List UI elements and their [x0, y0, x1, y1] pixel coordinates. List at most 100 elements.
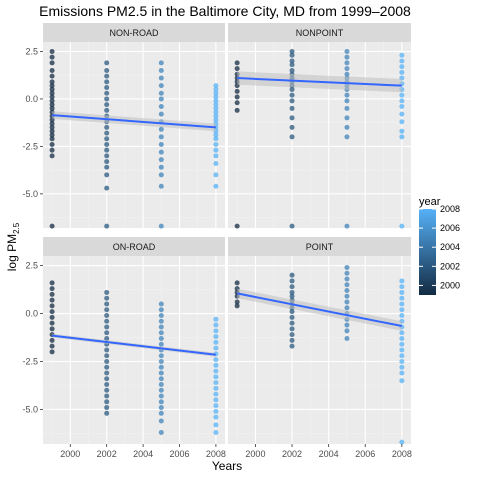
data-point	[213, 397, 219, 403]
data-point	[213, 408, 219, 414]
strip-label-on-road: ON-ROAD	[113, 242, 156, 252]
data-point	[399, 64, 405, 70]
data-point	[399, 69, 405, 75]
data-point	[344, 124, 350, 130]
data-point	[49, 124, 55, 130]
data-point	[104, 387, 110, 393]
data-point	[104, 393, 110, 399]
data-point	[213, 153, 219, 159]
data-point	[104, 124, 110, 130]
data-point	[158, 223, 164, 229]
data-point	[344, 48, 350, 54]
data-point	[158, 324, 164, 330]
data-point	[213, 422, 219, 428]
data-point	[104, 405, 110, 411]
data-point	[158, 183, 164, 189]
data-point	[49, 291, 55, 297]
data-point	[213, 132, 219, 138]
data-point	[49, 286, 55, 292]
data-point	[49, 132, 55, 138]
data-point	[104, 73, 110, 79]
data-point	[49, 94, 55, 100]
data-point	[344, 105, 350, 111]
data-point	[49, 102, 55, 108]
trend-line	[52, 114, 216, 129]
data-point	[158, 405, 164, 411]
data-point	[213, 83, 219, 89]
trend-line	[237, 77, 402, 87]
data-point	[158, 60, 164, 66]
data-point	[104, 370, 110, 376]
data-point	[289, 62, 295, 68]
data-point	[49, 297, 55, 303]
chart-title: Emissions PM2.5 in the Baltimore City, M…	[39, 3, 411, 19]
data-point	[158, 330, 164, 336]
data-point	[104, 353, 110, 359]
data-point	[289, 105, 295, 111]
data-point	[158, 382, 164, 388]
data-point	[158, 341, 164, 347]
data-point	[289, 98, 295, 104]
data-point	[104, 289, 110, 295]
data-point	[104, 107, 110, 113]
data-point	[399, 341, 405, 347]
data-point	[344, 299, 350, 305]
data-point	[104, 301, 110, 307]
strip-nonpoint	[228, 23, 411, 42]
data-point	[104, 185, 110, 191]
data-point	[49, 121, 55, 127]
data-point	[289, 314, 295, 320]
y-tick-label: -2.5	[22, 141, 38, 151]
data-point	[344, 288, 350, 294]
data-point	[213, 322, 219, 328]
data-point	[213, 385, 219, 391]
data-point	[104, 223, 110, 229]
data-point	[49, 320, 55, 326]
data-point	[49, 73, 55, 79]
data-point	[344, 92, 350, 98]
data-point	[158, 312, 164, 318]
data-point	[399, 307, 405, 313]
data-point	[158, 353, 164, 359]
data-point	[49, 141, 55, 147]
data-point	[399, 312, 405, 318]
data-point	[158, 141, 164, 147]
data-point	[213, 90, 219, 96]
data-point	[399, 278, 405, 284]
data-point	[213, 429, 219, 435]
strip-label-non-road: NON-ROAD	[110, 28, 159, 38]
data-point	[399, 364, 405, 370]
data-point	[344, 322, 350, 328]
data-point	[104, 159, 110, 165]
data-point	[49, 128, 55, 134]
data-point	[49, 105, 55, 111]
data-point	[344, 270, 350, 276]
data-point	[104, 67, 110, 73]
data-point	[289, 289, 295, 295]
x-tick-label: 2000	[245, 449, 265, 459]
panel-point: POINT	[228, 237, 411, 445]
panel-nonpoint: NONPOINT	[228, 23, 411, 229]
data-point	[49, 90, 55, 96]
data-point	[344, 54, 350, 60]
data-point	[213, 339, 219, 345]
data-point	[213, 113, 219, 119]
data-point	[213, 328, 219, 334]
data-point	[104, 60, 110, 66]
y-axis-label: log PM2.5	[5, 222, 21, 271]
panel-on-road: ON-ROAD	[43, 237, 225, 444]
data-point	[49, 67, 55, 73]
data-point	[104, 79, 110, 85]
data-point	[344, 98, 350, 104]
data-point	[289, 326, 295, 332]
data-point	[289, 134, 295, 140]
data-point	[399, 330, 405, 336]
legend-tick-label: 2008	[440, 204, 460, 214]
data-point	[49, 326, 55, 332]
data-point	[158, 83, 164, 89]
panel-background	[43, 256, 225, 444]
data-point	[158, 164, 164, 170]
data-point	[213, 102, 219, 108]
data-point	[213, 374, 219, 380]
data-point	[289, 223, 295, 229]
